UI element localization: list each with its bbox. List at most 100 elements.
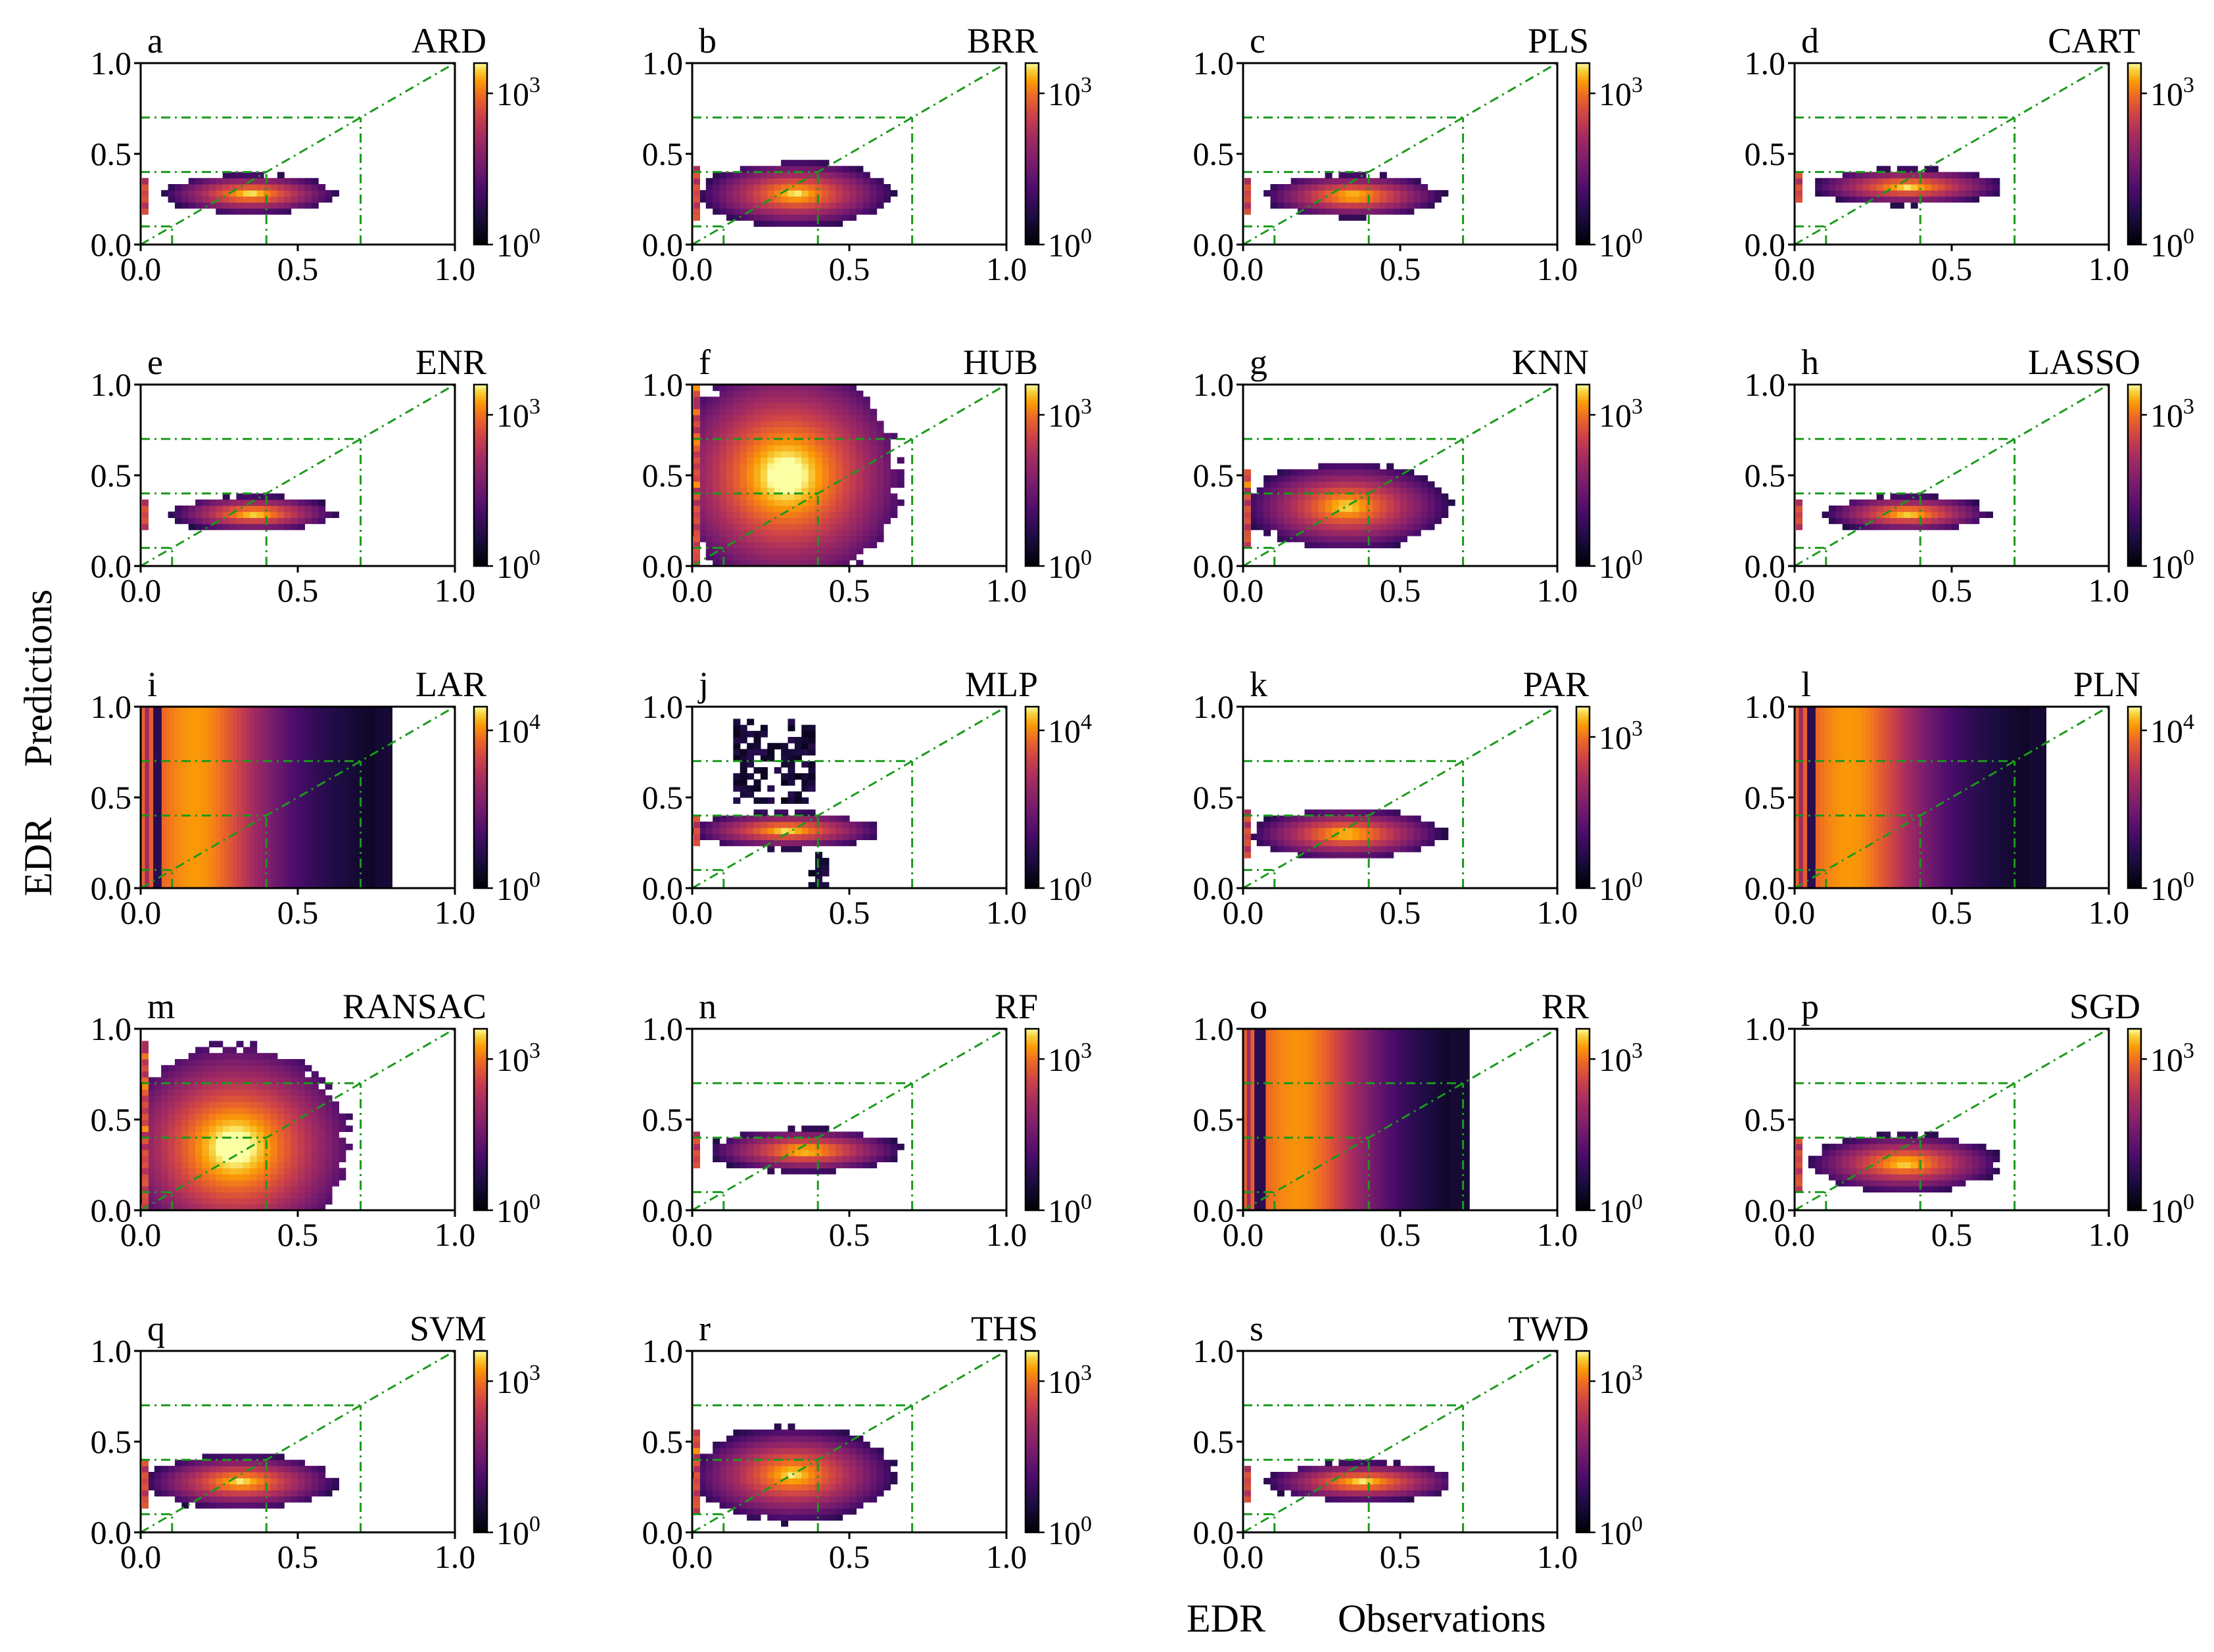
heatmap-cell (304, 517, 312, 525)
heatmap-cell (284, 1107, 292, 1114)
heatmap-cell (1439, 1029, 1444, 1210)
heatmap-cell (740, 451, 747, 458)
heatmap-cell (1386, 839, 1394, 847)
heatmap-cell (243, 1077, 250, 1084)
heatmap-cell (890, 1150, 898, 1156)
heatmap-cell (243, 1459, 250, 1467)
heatmap-cell (808, 1484, 816, 1491)
heatmap-cell (168, 1120, 176, 1126)
heatmap-cell (1338, 469, 1346, 476)
heatmap-cell (154, 1490, 162, 1497)
heatmap-cell (719, 415, 727, 421)
heatmap-cell (236, 1113, 244, 1120)
heatmap-cell (828, 220, 836, 227)
heatmap-cell (740, 177, 747, 185)
heatmap-cell (216, 1490, 224, 1497)
heatmap-cell (311, 1113, 319, 1120)
heatmap-cell (856, 1442, 864, 1448)
heatmap-cell (154, 1198, 162, 1205)
heatmap-cell (1256, 517, 1264, 525)
heatmap-cell (767, 1465, 775, 1473)
heatmap-cell (1428, 1029, 1432, 1210)
heatmap-cell (243, 1496, 250, 1503)
heatmap-cell (236, 1150, 244, 1156)
heatmap-cell (243, 1192, 250, 1199)
heatmap-cell (1876, 1186, 1884, 1192)
heatmap-cell (842, 517, 850, 525)
heatmap-cell (250, 1204, 258, 1210)
heatmap-cell (747, 457, 755, 464)
heatmap-cell (849, 421, 857, 427)
heatmap-cell (142, 1107, 149, 1114)
heatmap-cell (298, 517, 305, 525)
heatmap-cell (243, 517, 250, 525)
heatmap-cell (145, 707, 150, 888)
heatmap-cells-p (1796, 1131, 2000, 1192)
heatmap-cell (222, 1089, 230, 1096)
heatmap-cell (243, 177, 250, 185)
heatmap-cell (760, 172, 768, 179)
heatmap-cell (1876, 196, 1884, 203)
heatmap-cell (1849, 1180, 1857, 1187)
heatmap-cell (808, 1490, 816, 1497)
heatmap-cell (849, 1448, 857, 1454)
heatmap-cell (174, 1095, 182, 1102)
heatmap-cell (274, 707, 279, 888)
heatmap-cell (1918, 523, 1925, 531)
heatmap-cell (822, 834, 830, 840)
heatmap-cell (733, 559, 741, 566)
heatmap-cell (1849, 511, 1857, 518)
heatmap-cell (1883, 1180, 1891, 1187)
heatmap-cell (1393, 499, 1401, 506)
heatmap-cell (1304, 523, 1312, 531)
heatmap-cell (870, 834, 878, 840)
heatmap-cell (1263, 499, 1271, 506)
heatmap-cell (883, 506, 891, 512)
heatmap-cell (842, 1448, 850, 1454)
heatmap-cell (808, 166, 816, 173)
heatmap-cell (277, 1180, 285, 1187)
heatmap-cell (1304, 481, 1312, 488)
heatmap-cell (705, 438, 713, 446)
heatmap-cell (161, 1186, 169, 1192)
heatmap-cell (822, 402, 830, 410)
heatmap-cell (188, 1198, 196, 1205)
heatmap-cell (862, 529, 870, 536)
heatmap-cell (788, 839, 795, 847)
heatmap-cell (726, 190, 734, 197)
heatmap-cell (862, 402, 870, 410)
heatmap-cell (256, 1453, 264, 1461)
heatmap-cell (788, 493, 795, 500)
heatmap-cell (808, 499, 816, 506)
heatmap-cell (856, 166, 864, 173)
heatmap-cell (808, 1465, 816, 1473)
heatmap-cell (250, 499, 258, 506)
heatmap-cell (1373, 506, 1380, 512)
heatmap-cell (1904, 196, 1912, 203)
heatmap-cell (1284, 839, 1292, 847)
heatmap-cell (788, 202, 795, 209)
heatmap-cell (705, 421, 713, 427)
y-tick-label: 1.0 (642, 366, 684, 403)
heatmap-cell (199, 707, 204, 888)
heatmap-cell (1277, 190, 1284, 197)
heatmap-cell (304, 1484, 312, 1491)
y-tick-label: 0.5 (642, 457, 684, 494)
heatmap-cell (1441, 834, 1449, 840)
heatmap-cell (794, 475, 802, 482)
heatmap-cell (1828, 1173, 1836, 1181)
heatmap-cell (318, 1120, 326, 1126)
heatmap-cell (808, 1429, 816, 1436)
heatmap-cell (699, 511, 707, 518)
heatmap-cell (1325, 499, 1332, 506)
heatmap-cell (767, 845, 775, 853)
heatmap-cell (842, 421, 850, 427)
heatmap-cell (1896, 493, 1904, 500)
heatmap-cell (856, 463, 864, 470)
heatmap-cell (1359, 1029, 1365, 1210)
heatmap-cell (694, 177, 700, 185)
heatmap-cell (849, 433, 857, 440)
heatmap-cell (1910, 1186, 1918, 1192)
heatmap-cell (222, 1113, 230, 1120)
